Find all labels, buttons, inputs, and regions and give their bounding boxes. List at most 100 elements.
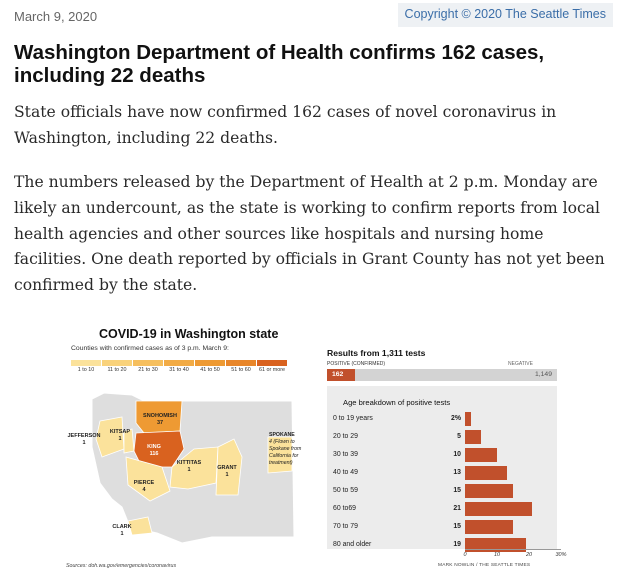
age-bar <box>465 538 526 552</box>
graphic-credit: MARK NOWLIN / THE SEATTLE TIMES <box>438 563 531 568</box>
article-paragraph-2: The numbers released by the Department o… <box>14 173 605 295</box>
age-row: 60 to69 21 <box>327 500 557 518</box>
legend-swatch <box>195 360 225 366</box>
label-kittitas-count: 1 <box>187 467 190 473</box>
age-bar <box>465 448 497 462</box>
age-row-label: 50 to 59 <box>333 487 358 494</box>
axis-tick-label: 0 <box>463 552 467 558</box>
covid-graphic: COVID-19 in Washington state Counties wi… <box>62 325 567 573</box>
age-row-value: 5 <box>457 433 461 440</box>
label-jefferson: JEFFERSON <box>67 433 100 439</box>
legend-item: 31 to 40 <box>164 360 194 373</box>
axis-line <box>465 549 561 550</box>
legend-swatch <box>133 360 163 366</box>
age-row: 0 to 19 years 2% <box>327 410 557 428</box>
label-snohomish-count: 37 <box>157 420 163 426</box>
county-pierce <box>125 456 171 502</box>
negative-value: 1,149 <box>534 371 552 378</box>
label-kitsap: KITSAP <box>110 429 131 435</box>
age-row-label: 40 to 49 <box>333 469 358 476</box>
date: March 9, 2020 <box>14 9 98 24</box>
age-row: 30 to 39 10 <box>327 446 557 464</box>
legend-label: 21 to 30 <box>138 367 158 373</box>
legend-label: 41 to 50 <box>200 367 220 373</box>
age-bar <box>465 412 472 426</box>
age-bar <box>465 430 481 444</box>
positive-value: 162 <box>332 371 344 378</box>
county-kittitas <box>169 446 219 490</box>
legend-label: 51 to 60 <box>231 367 251 373</box>
age-row-value: 15 <box>453 487 461 494</box>
age-row: 80 and older 19 <box>327 536 557 554</box>
positive-label: POSITIVE (CONFIRMED) <box>327 361 386 367</box>
legend-label: 1 to 10 <box>77 367 95 373</box>
label-jefferson-count: 1 <box>82 440 85 446</box>
label-clark-count: 1 <box>120 531 123 537</box>
legend-label: 61 or more <box>258 367 286 373</box>
axis-tick-label: 10 <box>493 552 501 558</box>
tests-totals-bar: 162 1,149 <box>327 369 557 381</box>
washington-map: SNOHOMISH 37 KING 116 KITSAP 1 JEFFERSON… <box>62 387 302 563</box>
article-paragraph-1: State officials have now confirmed 162 c… <box>14 103 557 147</box>
label-grant-count: 1 <box>225 472 228 478</box>
map-source: Sources: doh.wa.gov/emergencies/coronavi… <box>66 563 177 569</box>
legend-label: 31 to 40 <box>169 367 189 373</box>
age-row-value: 2% <box>451 415 461 422</box>
age-breakdown-rows: 0 to 19 years 2% 20 to 29 5 30 to 39 10 40 to … <box>327 410 557 554</box>
legend-item: 41 to 50 <box>195 360 225 373</box>
label-spokane-note-4: treatment) <box>269 460 293 466</box>
label-king: KING <box>147 444 161 450</box>
axis-tick-label: 20 <box>525 552 533 558</box>
age-row-value: 10 <box>453 451 461 458</box>
age-row-label: 70 to 79 <box>333 523 358 530</box>
legend-item: 51 to 60 <box>226 360 256 373</box>
age-row-label: 60 to69 <box>333 505 356 512</box>
age-bar <box>465 502 533 516</box>
axis-tick-label: 30% <box>555 552 567 558</box>
age-bar <box>465 484 513 498</box>
label-kittitas: KITTITAS <box>177 460 202 466</box>
age-row-label: 80 and older <box>333 541 372 548</box>
label-pierce-count: 4 <box>142 487 146 493</box>
age-breakdown-title: Age breakdown of positive tests <box>343 398 451 407</box>
county-spokane <box>267 436 293 474</box>
map-subtitle: Counties with confirmed cases as of 3 p.… <box>71 345 229 352</box>
legend-item: 61 or more <box>257 360 287 373</box>
legend-swatch <box>226 360 256 366</box>
label-clark: CLARK <box>112 524 131 530</box>
age-bar <box>465 520 513 534</box>
tests-title: Results from 1,311 tests <box>327 348 426 358</box>
age-row: 20 to 29 5 <box>327 428 557 446</box>
age-breakdown-panel <box>327 386 557 549</box>
legend-item: 1 to 10 <box>71 360 101 373</box>
map-legend: 1 to 10 11 to 20 21 to 30 31 to 40 41 to… <box>71 360 287 373</box>
age-row-value: 15 <box>453 523 461 530</box>
label-king-count: 116 <box>150 451 159 457</box>
positive-fill <box>327 369 356 381</box>
label-spokane-note-1: 4 (Flown to <box>269 439 295 445</box>
legend-swatch <box>71 360 101 366</box>
age-row: 50 to 59 15 <box>327 482 557 500</box>
negative-label: NEGATIVE <box>508 361 533 367</box>
age-row-value: 21 <box>453 505 461 512</box>
copyright-link[interactable]: Copyright © 2020 The Seattle Times <box>397 3 613 27</box>
label-kitsap-count: 1 <box>118 436 121 442</box>
legend-item: 21 to 30 <box>133 360 163 373</box>
label-snohomish: SNOHOMISH <box>143 413 177 419</box>
age-row-value: 19 <box>453 541 461 548</box>
age-axis: 0 10 20 30% <box>463 549 567 561</box>
county-clark <box>127 516 153 536</box>
county-grant <box>215 438 243 496</box>
county-jefferson <box>95 416 125 458</box>
age-row-label: 0 to 19 years <box>333 415 373 422</box>
age-row-label: 20 to 29 <box>333 433 358 440</box>
age-row-value: 13 <box>453 469 461 476</box>
legend-label: 11 to 20 <box>107 367 127 373</box>
label-pierce: PIERCE <box>134 480 155 486</box>
article-headline: Washington Department of Health confirms… <box>14 41 545 87</box>
age-row: 40 to 49 13 <box>327 464 557 482</box>
legend-item: 11 to 20 <box>102 360 132 373</box>
label-spokane-note-2: Spokane from <box>269 446 302 452</box>
legend-swatch <box>102 360 132 366</box>
age-row: 70 to 79 15 <box>327 518 557 536</box>
